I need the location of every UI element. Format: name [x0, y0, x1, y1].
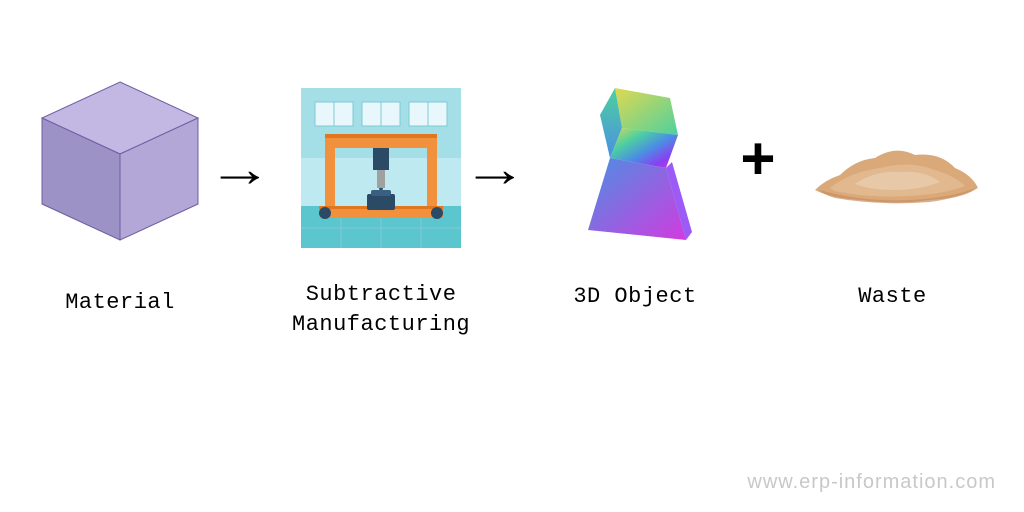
stage-waste: Waste	[800, 80, 985, 312]
waste-pile-icon	[800, 80, 985, 255]
stage-material: Material	[30, 70, 210, 318]
watermark-text: www.erp-information.com	[747, 471, 996, 494]
material-label: Material	[65, 288, 175, 318]
arrow-icon: →	[475, 145, 514, 202]
cnc-machine-icon	[301, 88, 461, 248]
3d-object-label: 3D Object	[573, 282, 696, 312]
plus-icon: +	[740, 130, 776, 198]
waste-label: Waste	[858, 282, 927, 312]
3d-object-icon	[570, 80, 700, 255]
stage-3d-object: 3D Object	[570, 80, 700, 312]
material-cube-icon	[30, 70, 210, 250]
arrow-icon: →	[220, 145, 259, 202]
manufacturing-label: Subtractive Manufacturing	[292, 280, 470, 339]
stage-manufacturing: Subtractive Manufacturing	[292, 88, 470, 339]
